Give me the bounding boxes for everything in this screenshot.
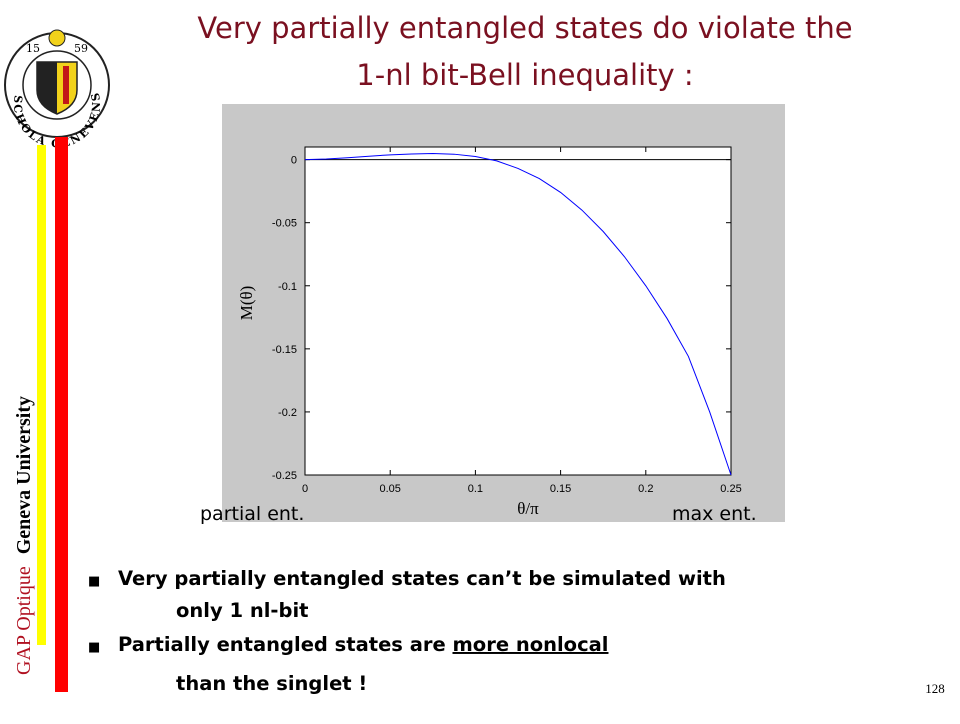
plot-area bbox=[304, 146, 732, 476]
bullet-marker: ■ bbox=[88, 640, 100, 655]
title-line: 1-nl bit-Bell inequality : bbox=[356, 58, 693, 92]
bullet-emphasis: more nonlocal bbox=[452, 633, 608, 656]
annotation: partial ent. bbox=[200, 503, 304, 525]
logo-eagle bbox=[37, 62, 57, 114]
side-bar-yellow bbox=[37, 145, 46, 645]
y-tick-label: -0.25 bbox=[272, 470, 297, 482]
logo-year: 15 bbox=[26, 42, 40, 55]
sidebar-group: GAP Optique bbox=[13, 566, 35, 675]
sidebar-text: GAP Optique Geneva University bbox=[13, 381, 35, 700]
chart: 0 0.05 0.1 0.15 0.2 0.25 0 -0.05 -0.1 -0.15 -0.2 -0… bbox=[200, 147, 757, 525]
logo: SCHOLA GENEVENSIS 15 59 bbox=[0, 0, 110, 150]
x-tick-label: 0.2 bbox=[638, 483, 653, 495]
bullet-text: Partially entangled states are more nonl… bbox=[118, 633, 608, 656]
x-tick-label: 0.05 bbox=[379, 483, 400, 495]
y-tick-label: -0.1 bbox=[278, 281, 297, 293]
sidebar-university: Geneva University bbox=[13, 396, 35, 554]
y-tick-label: 0 bbox=[291, 155, 297, 167]
logo-sun bbox=[48, 29, 66, 47]
data-line bbox=[304, 153, 732, 476]
x-tick-label: 0.1 bbox=[468, 483, 483, 495]
x-axis-label: θ/π bbox=[517, 499, 539, 518]
y-axis-label: M(θ) bbox=[237, 286, 256, 321]
side-bar-red bbox=[55, 137, 68, 692]
x-tick-label: 0 bbox=[302, 483, 308, 495]
y-tick-label: -0.05 bbox=[272, 218, 297, 230]
x-tick-label: 0.15 bbox=[550, 483, 571, 495]
annotation: max ent. bbox=[672, 503, 757, 525]
page-number: 128 bbox=[925, 681, 945, 696]
bullet-text: only 1 nl-bit bbox=[176, 599, 308, 622]
bullet-lead: Partially entangled states are bbox=[118, 633, 452, 656]
y-tick-label: -0.15 bbox=[272, 344, 297, 356]
y-tick-label: -0.2 bbox=[278, 407, 297, 419]
bullet-text: than the singlet ! bbox=[176, 672, 367, 695]
bullet-marker: ■ bbox=[88, 574, 100, 589]
x-tick-label: 0.25 bbox=[720, 483, 741, 495]
title-line: Very partially entangled states do viola… bbox=[197, 11, 852, 45]
logo-key bbox=[63, 66, 69, 104]
bullet-text: Very partially entangled states can’t be… bbox=[118, 567, 726, 590]
logo-year: 59 bbox=[74, 42, 88, 55]
